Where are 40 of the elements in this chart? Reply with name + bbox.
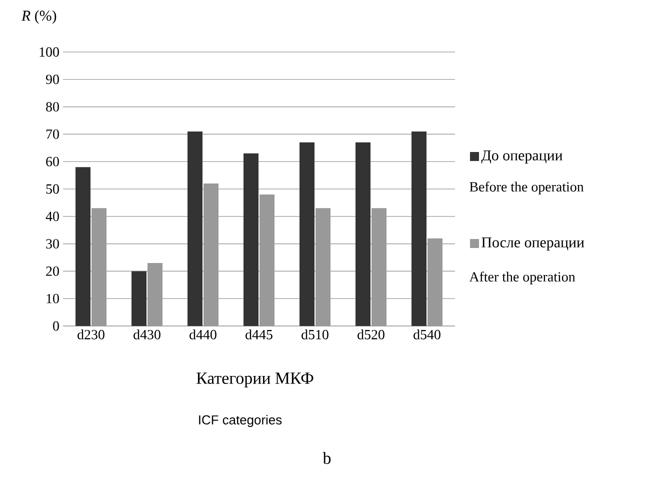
bar — [76, 167, 90, 326]
bar — [300, 142, 314, 326]
bar — [148, 262, 162, 326]
x-tick-label: d540 — [414, 330, 440, 340]
y-tick-label: 40 — [46, 212, 59, 222]
bar — [356, 142, 370, 326]
bar — [204, 184, 218, 326]
text: Before the operation — [470, 182, 584, 194]
x-tick-label: d230 — [78, 330, 104, 340]
x-axis-title: Категории МКФ — [196, 372, 314, 388]
text: b — [322, 452, 331, 464]
bar — [427, 238, 442, 326]
y-tick-label: 0 — [53, 321, 59, 331]
y-tick-label: 50 — [46, 184, 59, 194]
x-tick-label: d520 — [358, 330, 384, 340]
x-tick-label: d440 — [190, 330, 216, 340]
bar — [132, 271, 146, 326]
y-tick-label: 60 — [46, 156, 59, 166]
y-tick-label: 100 — [40, 47, 59, 57]
legend-label: До операции — [481, 150, 562, 164]
y-tick-label: 80 — [46, 102, 59, 112]
bar — [316, 208, 330, 326]
text: After the operation — [469, 272, 576, 284]
bar — [244, 153, 258, 326]
bar — [92, 208, 106, 326]
bar — [411, 131, 426, 326]
y-tick-label: 10 — [46, 294, 59, 304]
bar — [372, 208, 386, 326]
y-tick-label: 20 — [46, 266, 59, 276]
x-tick-label: d430 — [134, 330, 160, 340]
x-tick-label: d445 — [246, 330, 272, 340]
x-tick-label: d510 — [302, 330, 328, 340]
y-axis-title: R (%) — [21, 10, 56, 24]
bar — [260, 194, 274, 326]
y-tick-label: 70 — [46, 129, 59, 139]
bar — [188, 131, 202, 326]
y-tick-label: 90 — [46, 74, 59, 84]
legend-label: После операции — [482, 238, 584, 250]
text: ICF categories — [199, 414, 282, 428]
y-tick-label: 30 — [46, 239, 59, 249]
